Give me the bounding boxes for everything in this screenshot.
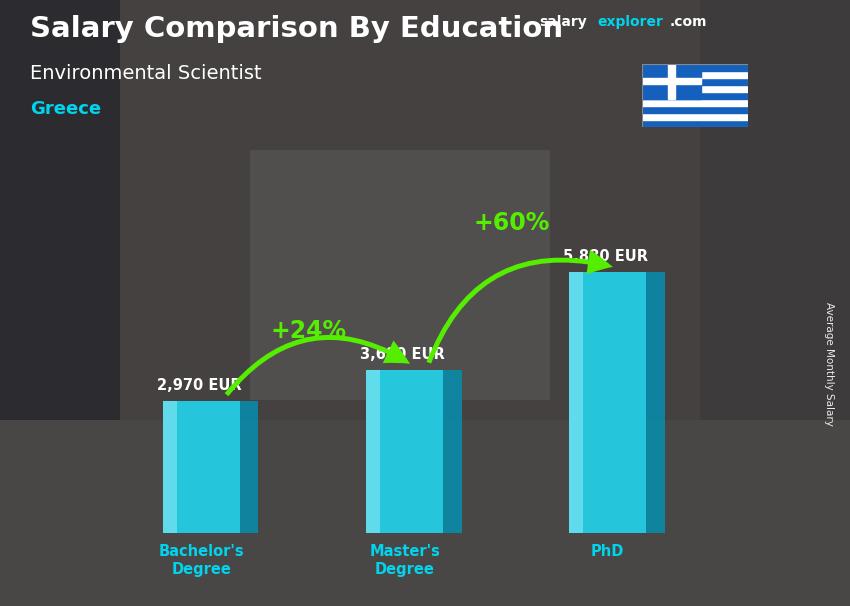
Text: +60%: +60% [473,211,550,235]
FancyArrowPatch shape [427,250,613,364]
Bar [642,99,748,106]
Text: Environmental Scientist: Environmental Scientist [30,64,262,82]
Polygon shape [646,272,665,533]
Text: Average Monthly Salary: Average Monthly Salary [824,302,834,425]
Bar [642,113,748,120]
Polygon shape [444,370,462,533]
Bar [642,85,748,92]
Text: 3,680 EUR: 3,680 EUR [360,347,445,362]
Bar [642,92,748,99]
Text: +24%: +24% [270,319,347,342]
Bar [668,64,675,99]
Bar [642,64,700,99]
Text: Greece: Greece [30,100,101,118]
Text: 5,880 EUR: 5,880 EUR [563,249,648,264]
Bar [642,64,748,71]
FancyArrowPatch shape [224,335,410,396]
Bar [642,78,748,85]
Bar [642,120,748,127]
Bar [642,71,748,78]
Polygon shape [366,370,380,533]
Text: .com: .com [670,15,707,29]
Text: salary: salary [540,15,587,29]
Polygon shape [570,272,583,533]
Polygon shape [163,401,241,533]
Bar [642,106,748,113]
Polygon shape [241,401,258,533]
Bar [642,78,700,84]
Polygon shape [570,272,646,533]
Polygon shape [163,401,177,533]
Text: Salary Comparison By Education: Salary Comparison By Education [30,15,563,43]
Text: explorer: explorer [598,15,663,29]
Polygon shape [366,370,444,533]
Text: 2,970 EUR: 2,970 EUR [157,378,241,393]
